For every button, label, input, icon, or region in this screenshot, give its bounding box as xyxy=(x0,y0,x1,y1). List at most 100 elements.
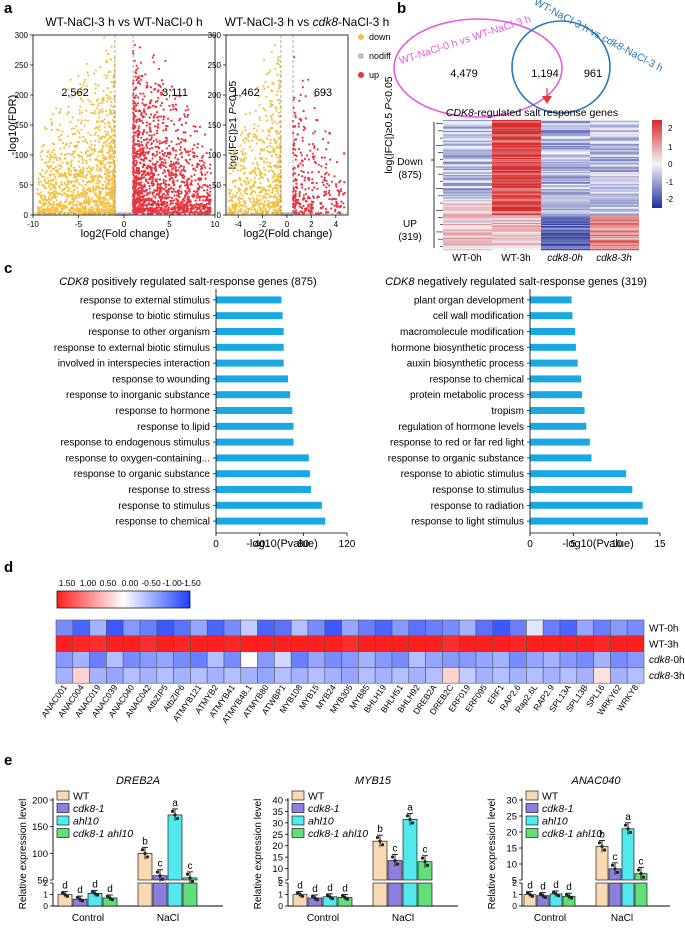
volcano-point xyxy=(56,170,59,173)
volcano-point xyxy=(183,199,186,202)
volcano-point xyxy=(140,202,144,206)
volcano-point xyxy=(136,81,140,85)
heatmap-b-cell xyxy=(590,133,639,135)
heatmap-b-cell xyxy=(443,189,492,191)
volcano-point xyxy=(70,181,73,184)
heatmap-d-cell xyxy=(576,651,594,668)
heatmap-b-cell xyxy=(541,216,590,218)
volcano-point xyxy=(187,162,190,165)
volcano-point xyxy=(49,165,52,169)
volcano-point xyxy=(166,125,169,128)
volcano-point xyxy=(253,127,256,130)
heatmap-b-cell xyxy=(443,139,492,141)
volcano-point xyxy=(44,171,47,174)
volcano-point xyxy=(140,78,143,81)
go-bar xyxy=(530,517,648,525)
heatmap-b-cell xyxy=(443,168,492,171)
heatmap-b-cell xyxy=(492,120,541,122)
volcano-point xyxy=(261,129,264,132)
volcano-point xyxy=(152,115,155,118)
heatmap-b-cell xyxy=(541,142,590,145)
heatmap-b-cell xyxy=(541,129,590,132)
volcano-point xyxy=(58,123,61,126)
heatmap-d-cell xyxy=(274,667,292,684)
heatmap-b-cell xyxy=(492,217,541,219)
volcano-point xyxy=(301,207,304,210)
volcano-point xyxy=(268,151,271,154)
heatmap-b-cell xyxy=(590,146,639,148)
volcano-point xyxy=(185,151,188,154)
volcano-point xyxy=(277,184,280,187)
heatmap-d-cell xyxy=(89,635,107,652)
heatmap-b-cell xyxy=(590,227,639,229)
volcano-point xyxy=(195,208,199,211)
hd-scale-2: 0.50 xyxy=(100,578,117,588)
heatmap-b-cell xyxy=(590,206,639,209)
volcano-point xyxy=(175,161,178,164)
volcano-point xyxy=(106,209,109,212)
heatmap-b-cell xyxy=(590,205,639,207)
volcano-point xyxy=(203,161,206,164)
volcano-point xyxy=(253,176,256,179)
volcano-point xyxy=(228,164,231,167)
qpcr-bar-lower xyxy=(137,882,153,907)
volcano-point xyxy=(107,145,110,148)
heatmap-b-cell xyxy=(492,129,541,132)
volcano-point xyxy=(80,202,83,205)
volcano-point xyxy=(110,130,113,133)
y-tick-label: 50 xyxy=(19,181,28,190)
volcano-point xyxy=(259,182,262,185)
heatmap-d-cell xyxy=(391,651,410,668)
volcano-point xyxy=(94,131,97,134)
volcano-point xyxy=(112,162,115,165)
volcano-point xyxy=(294,190,297,193)
volcano-point xyxy=(47,185,51,188)
volcano-point xyxy=(260,147,263,150)
heatmap-b-cell xyxy=(492,174,541,176)
volcano-point xyxy=(181,211,184,214)
heatmap-d-cell xyxy=(509,635,527,652)
volcano-point xyxy=(137,127,140,130)
volcano-point xyxy=(86,119,90,122)
volcano-point xyxy=(323,156,326,159)
volcano-point xyxy=(73,169,76,172)
volcano-point xyxy=(72,204,75,207)
volcano-point xyxy=(268,130,271,133)
volcano-point xyxy=(137,75,140,78)
volcano-point xyxy=(298,192,301,195)
volcano-point xyxy=(112,156,115,159)
volcano-point xyxy=(137,96,140,99)
volcano-point xyxy=(70,190,73,193)
volcano-point xyxy=(149,128,152,131)
volcano-point xyxy=(138,155,141,158)
qpcr-dot xyxy=(300,894,305,898)
heatmap-b-cell xyxy=(443,163,492,165)
heatmap-b-cell xyxy=(443,146,492,148)
volcano-point xyxy=(137,144,140,147)
heatmap-d-cell xyxy=(156,619,174,637)
heatmap-d-cell xyxy=(626,667,645,684)
volcano-point xyxy=(328,194,331,197)
volcano-point xyxy=(98,203,101,206)
volcano-point xyxy=(133,177,136,180)
heatmap-d-cell xyxy=(374,635,393,652)
volcano-point xyxy=(109,195,112,198)
volcano-point xyxy=(66,135,69,138)
volcano-point xyxy=(330,180,333,183)
volcano-point xyxy=(271,146,274,149)
volcano-point xyxy=(91,175,94,179)
volcano-point xyxy=(110,185,114,188)
volcano-point xyxy=(272,113,275,116)
volcano-point xyxy=(154,100,157,103)
volcano-point xyxy=(86,141,89,144)
volcano-point xyxy=(269,205,272,208)
volcano-point xyxy=(104,130,107,133)
volcano-point xyxy=(152,139,155,143)
heatmap-b-cell xyxy=(590,174,639,176)
heatmap-b-cell xyxy=(492,159,541,161)
go-term-label: response to abiotic stimulus xyxy=(401,469,524,480)
go-bar xyxy=(530,391,582,399)
volcano-point xyxy=(134,75,137,78)
volcano-point xyxy=(190,181,193,185)
volcano-point xyxy=(53,194,56,197)
